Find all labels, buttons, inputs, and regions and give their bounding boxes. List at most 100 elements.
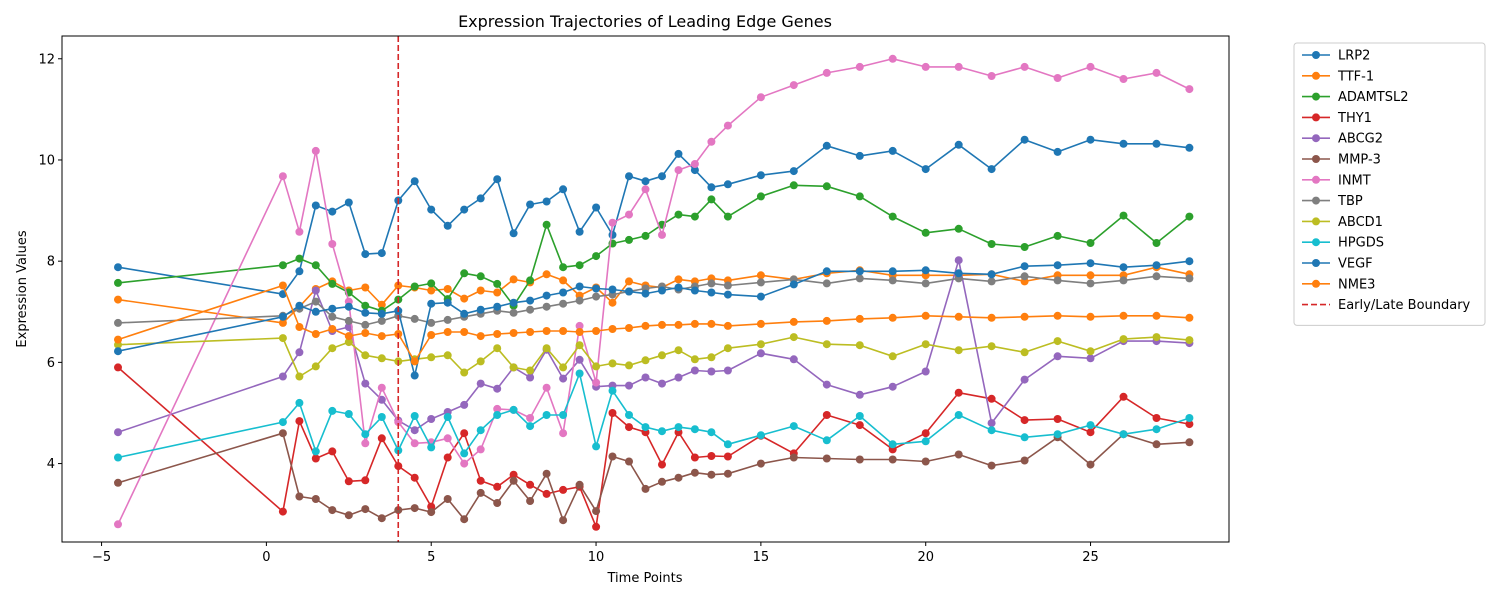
data-point	[295, 267, 304, 276]
data-point	[1086, 271, 1095, 280]
data-point	[855, 421, 864, 430]
data-point	[1020, 375, 1029, 384]
data-point	[361, 505, 370, 514]
data-point	[575, 480, 584, 489]
data-point	[559, 516, 568, 525]
data-point	[344, 198, 353, 207]
data-point	[641, 356, 650, 365]
data-point	[641, 423, 650, 432]
legend-item: VEGF	[1302, 257, 1373, 272]
x-tick-label: 15	[753, 550, 770, 565]
data-point	[1152, 414, 1161, 422]
data-point	[592, 522, 601, 531]
data-point	[526, 200, 535, 209]
x-axis: −5 0 5 10 15 20 25	[92, 542, 1099, 565]
data-point	[311, 495, 320, 503]
data-point	[756, 431, 765, 440]
data-point	[328, 506, 337, 515]
data-point	[377, 316, 386, 325]
data-point	[1119, 392, 1128, 401]
data-point	[377, 383, 386, 392]
data-point	[1185, 438, 1194, 447]
data-point	[1020, 433, 1029, 442]
data-point	[707, 452, 716, 460]
x-tick-label: 0	[262, 550, 270, 565]
data-point	[526, 480, 535, 489]
data-point	[443, 285, 452, 293]
data-point	[1185, 336, 1194, 345]
data-point	[542, 327, 551, 335]
data-point	[707, 353, 716, 362]
data-point	[954, 388, 963, 397]
data-point	[756, 349, 765, 358]
data-point	[542, 220, 551, 229]
data-point	[575, 282, 584, 291]
data-point	[361, 308, 370, 317]
data-point	[311, 146, 320, 155]
legend-label: VEGF	[1338, 257, 1373, 272]
data-point	[410, 314, 419, 323]
data-point	[1119, 211, 1128, 220]
data-point	[641, 373, 650, 382]
legend-label: MMP-3	[1338, 153, 1381, 168]
data-point	[658, 172, 666, 181]
data-point	[526, 497, 535, 505]
data-point	[1185, 85, 1194, 94]
data-point	[888, 313, 897, 322]
data-point	[559, 288, 568, 297]
data-point	[888, 146, 897, 155]
data-point	[460, 459, 469, 468]
data-point	[575, 227, 584, 236]
data-point	[476, 194, 485, 203]
data-point	[559, 411, 568, 419]
data-point	[723, 452, 732, 461]
data-point	[575, 328, 584, 336]
data-point	[460, 269, 469, 278]
data-point	[295, 348, 304, 357]
data-point	[707, 183, 716, 192]
data-point	[658, 351, 666, 360]
legend-label: HPGDS	[1338, 236, 1384, 251]
data-point	[493, 384, 502, 393]
legend-item: TTF-1	[1302, 69, 1374, 84]
data-point	[328, 406, 337, 415]
data-point	[493, 302, 502, 311]
data-point	[377, 434, 386, 443]
data-point	[592, 284, 601, 293]
data-point	[361, 351, 370, 360]
data-point	[1053, 311, 1062, 320]
data-point	[559, 485, 568, 494]
data-point	[723, 344, 732, 353]
legend-item: ABCD1	[1302, 215, 1383, 230]
data-point	[328, 447, 337, 456]
legend-label: NME3	[1338, 277, 1375, 292]
data-point	[1119, 263, 1128, 272]
data-point	[756, 171, 765, 180]
data-point	[888, 276, 897, 285]
data-point	[1086, 460, 1095, 469]
data-point	[278, 429, 287, 438]
data-point	[311, 297, 320, 306]
data-point	[1020, 348, 1029, 357]
data-point	[658, 230, 666, 239]
data-point	[674, 423, 683, 432]
data-point	[789, 422, 798, 431]
data-point	[476, 332, 485, 341]
data-point	[1185, 420, 1194, 429]
data-point	[707, 367, 716, 376]
data-point	[690, 160, 699, 168]
x-tick-label: 10	[588, 550, 605, 565]
legend-swatch-marker	[1312, 259, 1320, 267]
data-point	[822, 68, 831, 77]
data-point	[295, 227, 304, 236]
data-point	[361, 320, 370, 329]
data-point	[1020, 62, 1029, 71]
data-point	[1053, 74, 1062, 82]
data-point	[509, 363, 518, 372]
data-point	[789, 453, 798, 462]
data-point	[707, 428, 716, 437]
data-point	[476, 272, 485, 281]
data-point	[723, 321, 732, 330]
data-point	[509, 470, 518, 479]
data-point	[625, 411, 633, 419]
